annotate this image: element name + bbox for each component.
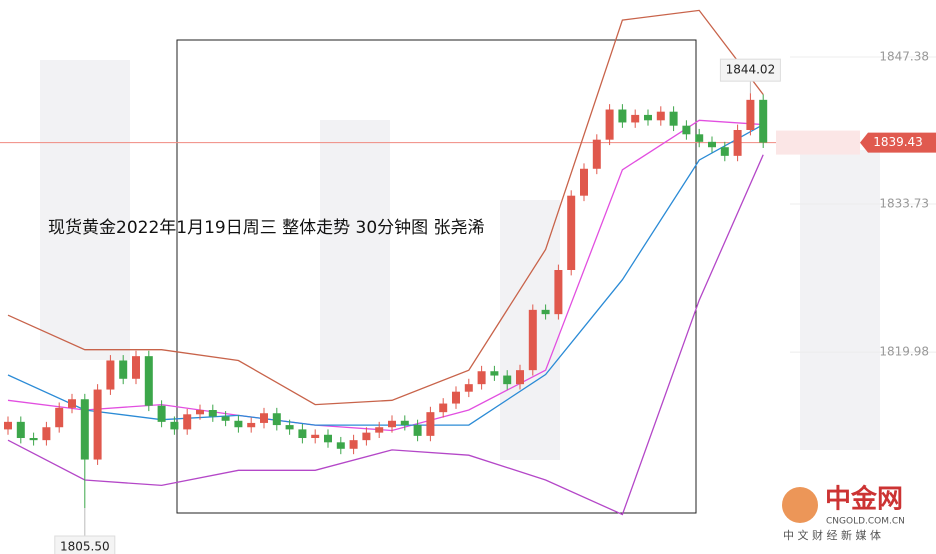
annotation-label: 1844.02 — [726, 63, 776, 77]
candle-body — [413, 425, 422, 436]
candle-body — [541, 309, 550, 315]
candle-body — [528, 309, 537, 371]
candle-body — [183, 414, 192, 430]
watermark: 中金网 CNGOLD.COM.CN 中 文 财 经 新 媒 体 — [782, 484, 905, 542]
candle-body — [349, 440, 358, 449]
candle-body — [16, 421, 25, 439]
candle-body — [260, 413, 268, 423]
candle-body — [708, 141, 716, 148]
candle-body — [682, 125, 691, 135]
candle-body — [720, 147, 729, 156]
candle-body — [746, 99, 755, 130]
indicator-line — [7, 154, 764, 516]
candle-body — [42, 427, 51, 441]
candle-body — [285, 425, 294, 430]
candle-body — [311, 434, 320, 439]
y-tick-label: 1833.73 — [879, 196, 929, 210]
candle-body — [336, 442, 345, 449]
watermark-brand: 中金网 — [825, 484, 903, 515]
annotation-box — [54, 535, 116, 554]
candle-body — [567, 195, 576, 270]
candle-body — [439, 403, 448, 413]
candle-body — [388, 420, 396, 428]
candle-body — [29, 438, 38, 441]
candle-body — [426, 412, 435, 436]
indicator-line — [7, 9, 764, 406]
candle-body — [362, 432, 371, 441]
candle-body — [733, 129, 742, 156]
candle-body — [592, 139, 601, 169]
candle-body — [157, 405, 166, 422]
candle-body — [656, 111, 665, 121]
y-tick-label: 1847.38 — [879, 49, 929, 63]
candle-body — [298, 429, 307, 439]
candle-body — [144, 356, 153, 406]
watermark-slogan: 中 文 财 经 新 媒 体 — [783, 528, 881, 542]
candle-body — [132, 356, 140, 379]
candle-body — [272, 413, 281, 426]
candle-body — [618, 109, 627, 123]
candle-body — [695, 134, 704, 142]
candle-body — [68, 399, 76, 408]
candle-body — [644, 114, 652, 121]
candle-body — [234, 420, 243, 428]
candle-body — [605, 109, 614, 140]
candle-body — [400, 420, 409, 426]
candle-body — [464, 384, 473, 392]
candle-body — [516, 370, 524, 385]
candle-body — [93, 389, 102, 460]
last-price-label: 1839.43 — [873, 135, 923, 149]
candle-body — [221, 416, 230, 421]
annotation-label: 1805.50 — [60, 540, 110, 554]
candle-body — [4, 421, 12, 430]
candle-body — [375, 427, 384, 433]
candle-body — [669, 111, 678, 126]
candle-body — [55, 407, 64, 428]
candle-body — [490, 371, 499, 376]
candle-body — [119, 360, 128, 379]
price-highlight — [776, 130, 860, 155]
candle-body — [503, 375, 512, 385]
candle-body — [452, 391, 460, 404]
candle-body — [477, 371, 486, 385]
candle-body — [554, 269, 563, 315]
candle-body — [759, 99, 768, 143]
candle-body — [170, 421, 179, 430]
candle-body — [324, 434, 332, 443]
annotation-box — [719, 58, 781, 82]
background-buildings — [40, 60, 880, 460]
candle-body — [580, 168, 588, 196]
candle-body — [196, 410, 204, 415]
candle-body — [208, 410, 217, 417]
candle-body — [80, 399, 89, 460]
candle-body — [631, 114, 640, 123]
watermark-site: CNGOLD.COM.CN — [826, 517, 905, 527]
last-price-tag — [860, 132, 936, 153]
highlight-box — [176, 39, 697, 514]
candle-body — [106, 360, 115, 390]
candle-body — [247, 422, 256, 428]
y-tick-label: 1819.98 — [879, 345, 929, 359]
chart-title: 现货黄金2022年1月19日周三 整体走势 30分钟图 张尧浠 — [48, 218, 485, 238]
